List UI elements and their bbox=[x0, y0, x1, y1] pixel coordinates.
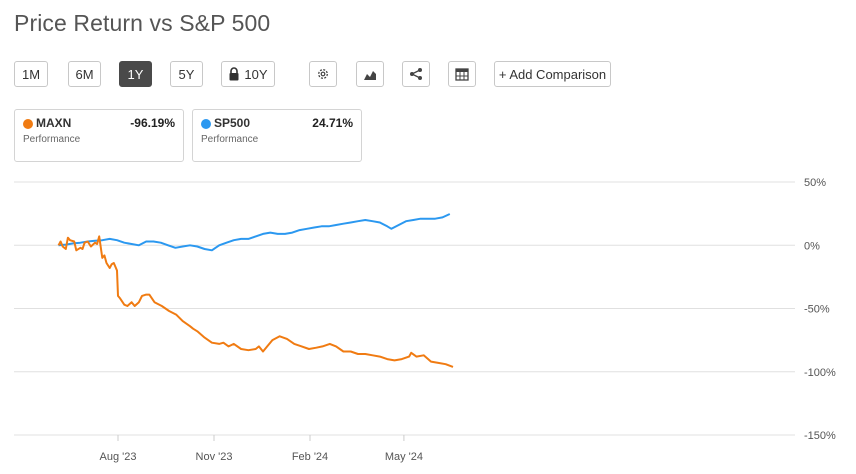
y-tick-label: 0% bbox=[804, 240, 820, 252]
x-tick-label: Nov '23 bbox=[196, 451, 233, 463]
table-button[interactable] bbox=[448, 61, 476, 87]
gear-icon bbox=[318, 69, 328, 79]
legend-card-maxn: MAXN -96.19% Performance bbox=[14, 109, 184, 162]
range-button-5y[interactable]: 5Y bbox=[170, 61, 203, 87]
legend-dot-maxn bbox=[23, 119, 33, 129]
legend-dot-sp500 bbox=[201, 119, 211, 129]
y-tick-label: -150% bbox=[804, 430, 836, 442]
legend-symbol: SP500 bbox=[214, 116, 251, 130]
add-comparison-button[interactable]: + Add Comparison bbox=[494, 61, 611, 87]
range-button-10y-label: 10Y bbox=[244, 66, 268, 82]
y-tick-label: -100% bbox=[804, 367, 836, 379]
legend-value: -96.19% bbox=[130, 116, 175, 130]
table-icon bbox=[455, 67, 469, 81]
x-tick-label: Feb '24 bbox=[292, 451, 328, 463]
legend-symbol: MAXN bbox=[36, 116, 72, 130]
series-line-sp500 bbox=[58, 213, 451, 252]
range-button-1m[interactable]: 1M bbox=[14, 61, 48, 87]
range-button-1y[interactable]: 1Y bbox=[119, 61, 152, 87]
x-tick-label: May '24 bbox=[385, 451, 423, 463]
range-button-6m[interactable]: 6M bbox=[68, 61, 101, 87]
legend-card-sp500: SP500 24.71% Performance bbox=[192, 109, 362, 162]
series-line-maxn bbox=[57, 235, 454, 368]
legend-subtitle: Performance bbox=[23, 134, 81, 145]
legend-subtitle: Performance bbox=[201, 134, 259, 145]
y-tick-label: 50% bbox=[804, 177, 826, 189]
range-button-10y[interactable]: 10Y bbox=[221, 61, 275, 87]
lock-icon bbox=[229, 67, 239, 81]
page-title: Price Return vs S&P 500 bbox=[14, 10, 271, 36]
y-tick-label: -50% bbox=[804, 304, 830, 316]
share-button[interactable] bbox=[402, 61, 430, 87]
share-icon bbox=[410, 68, 422, 80]
performance-chart: 50% 0% -50% -100% -150% Aug '23 Nov '23 Feb '24… bbox=[14, 177, 836, 463]
legend-value: 24.71% bbox=[312, 116, 353, 130]
settings-button[interactable] bbox=[309, 61, 337, 87]
chart-type-button[interactable] bbox=[356, 61, 384, 87]
mountain-chart-icon bbox=[364, 71, 376, 80]
x-tick-label: Aug '23 bbox=[100, 451, 137, 463]
